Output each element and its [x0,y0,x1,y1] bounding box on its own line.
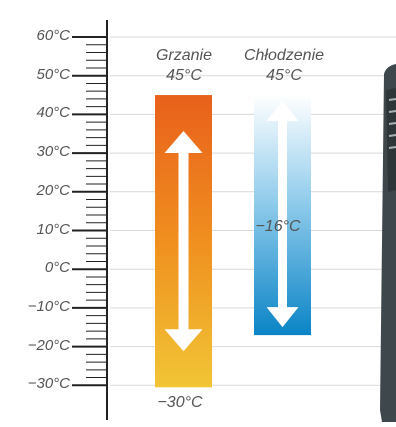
cooling-max-value: 45°C [266,67,302,84]
heating-max-value: 45°C [166,67,202,84]
gridlines [110,36,396,386]
tick-label: −20°C [27,336,70,354]
tick-label: −30°C [27,375,70,393]
tick-label: 10°C [36,220,70,238]
tick-label: 30°C [36,143,70,161]
heating-double-arrow-icon [164,131,203,352]
tick-label: −10°C [27,297,70,315]
tick-label: 20°C [36,181,70,199]
temperature-scale-ruler [72,36,107,387]
tick-label: 0°C [44,259,70,277]
tick-label: 40°C [36,104,70,122]
cooling-label: Chłodzenie [243,47,325,64]
heating-label: Grzanie [155,47,213,64]
cooling-min-value: −16°C [255,218,301,235]
heating-min-value: −30°C [157,394,203,411]
tick-label: 60°C [36,27,70,44]
cooling-double-arrow-icon [266,101,299,328]
heat-pump-unit-edge [380,64,396,422]
tick-label: 50°C [36,65,70,83]
